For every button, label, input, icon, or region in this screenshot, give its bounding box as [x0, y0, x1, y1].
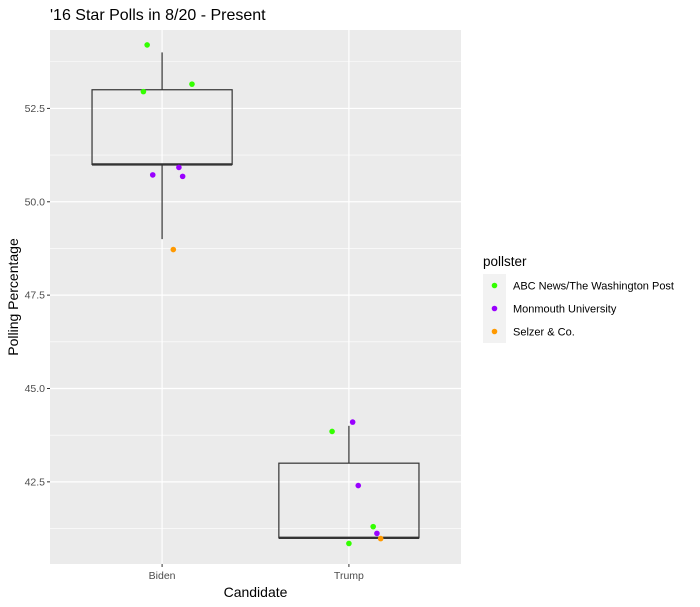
poll-point	[346, 540, 352, 547]
legend-label: Selzer & Co.	[513, 327, 575, 339]
plot-panel	[50, 30, 461, 564]
poll-point	[370, 523, 376, 530]
y-tick-label: 42.5	[25, 476, 46, 488]
poll-point	[179, 173, 186, 180]
y-tick-label: 50.0	[25, 196, 46, 208]
x-tick-label: Trump	[334, 570, 364, 582]
legend-key-dot	[491, 328, 498, 335]
x-tick-label: Biden	[149, 570, 176, 582]
legend-label: ABC News/The Washington Post	[513, 281, 674, 293]
poll-point	[144, 42, 150, 48]
poll-point	[377, 535, 384, 542]
chart-title: '16 Star Polls in 8/20 - Present	[50, 7, 266, 24]
poll-point	[355, 482, 362, 489]
poll-point	[189, 81, 195, 87]
y-tick-label: 47.5	[25, 290, 46, 302]
poll-point	[176, 164, 182, 171]
major-gridlines	[50, 30, 461, 564]
poll-point	[140, 88, 147, 95]
legend-label: Monmouth University	[513, 304, 617, 316]
poll-point	[349, 419, 356, 425]
poll-point	[329, 428, 335, 435]
poll-points	[140, 42, 384, 547]
y-axis-title: Polling Percentage	[5, 238, 21, 356]
legend-key-dot	[491, 282, 498, 289]
legend-title: pollster	[483, 254, 527, 269]
poll-point	[374, 530, 380, 537]
x-axis-title: Candidate	[224, 584, 288, 600]
minor-gridlines	[50, 61, 461, 529]
y-tick-label: 45.0	[25, 383, 46, 395]
poll-point	[170, 246, 177, 253]
boxplots	[91, 52, 420, 540]
legend: pollster ABC News/The Washington Post Mon…	[483, 254, 674, 343]
legend-key-dot	[491, 305, 498, 312]
y-tick-label: 52.5	[25, 103, 46, 115]
poll-point	[149, 172, 156, 178]
y-axis: 42.5 45.0 47.5 50.0 52.5	[25, 103, 50, 488]
x-axis: Biden Trump	[149, 564, 364, 582]
